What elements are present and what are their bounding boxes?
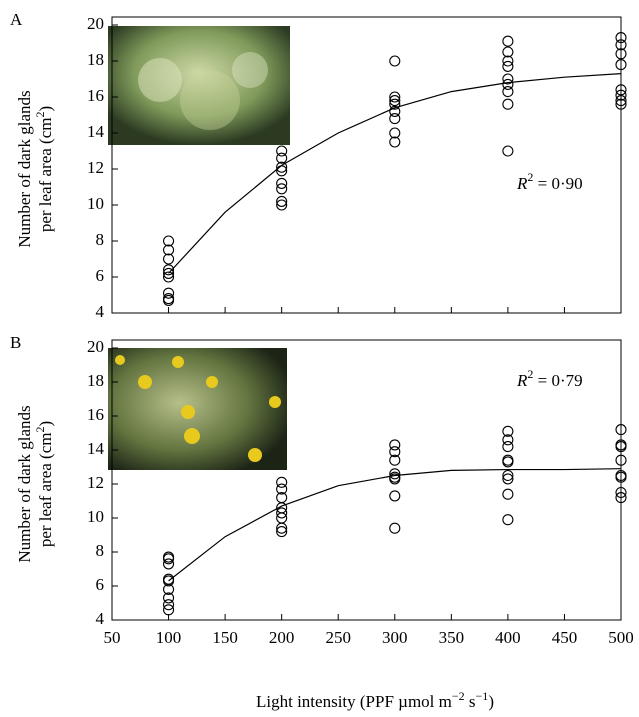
- x-tick-label: 150: [212, 628, 238, 647]
- y-tick-label: 12: [87, 473, 104, 492]
- panel-label: B: [10, 333, 21, 352]
- y-axis-label-line: per leaf area (cm: [36, 433, 55, 548]
- y-tick-label: 20: [87, 337, 104, 356]
- y-tick-label: 10: [87, 507, 104, 526]
- y-tick-label: 8: [96, 230, 105, 249]
- r-squared-value: = 0·90: [533, 174, 582, 193]
- data-point: [503, 99, 513, 109]
- x-tick-label: 200: [269, 628, 295, 647]
- r-squared-symbol: R: [516, 371, 528, 390]
- y-tick-label: 6: [96, 575, 105, 594]
- x-axis-label-part: s: [465, 692, 476, 711]
- y-tick-label: 4: [96, 302, 105, 321]
- data-point: [503, 146, 513, 156]
- y-tick-label: 18: [87, 371, 104, 390]
- y-tick-label: 6: [96, 266, 105, 285]
- x-tick-label: 400: [495, 628, 521, 647]
- r-squared: R2 = 0·79: [516, 367, 583, 390]
- photo-inset-b: [108, 348, 287, 470]
- x-tick-label: 350: [439, 628, 465, 647]
- panel-label: A: [10, 10, 23, 29]
- y-axis-label-part: ): [36, 421, 55, 427]
- x-tick-label: 450: [552, 628, 578, 647]
- y-tick-label: 16: [87, 405, 104, 424]
- data-point: [503, 489, 513, 499]
- y-tick-label: 12: [87, 158, 104, 177]
- x-axis-label-sup: −1: [476, 689, 489, 703]
- x-tick-label: 250: [325, 628, 351, 647]
- x-axis-label-part: ): [488, 692, 494, 711]
- data-point: [503, 36, 513, 46]
- data-point: [390, 523, 400, 533]
- y-tick-label: 10: [87, 194, 104, 213]
- y-axis-label-line: Number of dark glands: [15, 405, 34, 562]
- data-point: [390, 114, 400, 124]
- figure: A468101214161820Number of dark glandsper…: [0, 0, 639, 717]
- x-tick-label: 50: [104, 628, 121, 647]
- x-tick-label: 300: [382, 628, 408, 647]
- y-tick-label: 14: [87, 122, 105, 141]
- y-tick-label: 20: [87, 14, 104, 33]
- data-point: [390, 491, 400, 501]
- r-squared-value: = 0·79: [533, 371, 582, 390]
- y-tick-label: 8: [96, 541, 105, 560]
- fit-curve: [169, 469, 621, 581]
- x-axis-label-part: Light intensity (PPF µmol m: [256, 692, 452, 711]
- r-squared: R2 = 0·90: [516, 170, 583, 193]
- y-tick-label: 18: [87, 50, 104, 69]
- x-tick-label: 100: [156, 628, 182, 647]
- y-axis-label-line: per leaf area (cm: [36, 118, 55, 233]
- x-axis-label-sup: −2: [452, 689, 465, 703]
- y-tick-label: 16: [87, 86, 104, 105]
- x-tick-label: 500: [608, 628, 634, 647]
- data-point: [503, 515, 513, 525]
- x-axis-label: Light intensity (PPF µmol m−2 s−1): [256, 689, 494, 711]
- r-squared-symbol: R: [516, 174, 528, 193]
- data-point: [390, 56, 400, 66]
- y-axis-label-line: Number of dark glands: [15, 90, 34, 247]
- y-axis-label-part: ): [36, 106, 55, 112]
- y-tick-label: 4: [96, 609, 105, 628]
- y-tick-label: 14: [87, 439, 105, 458]
- photo-inset-a: [108, 26, 290, 145]
- data-point: [503, 87, 513, 97]
- data-point: [503, 442, 513, 452]
